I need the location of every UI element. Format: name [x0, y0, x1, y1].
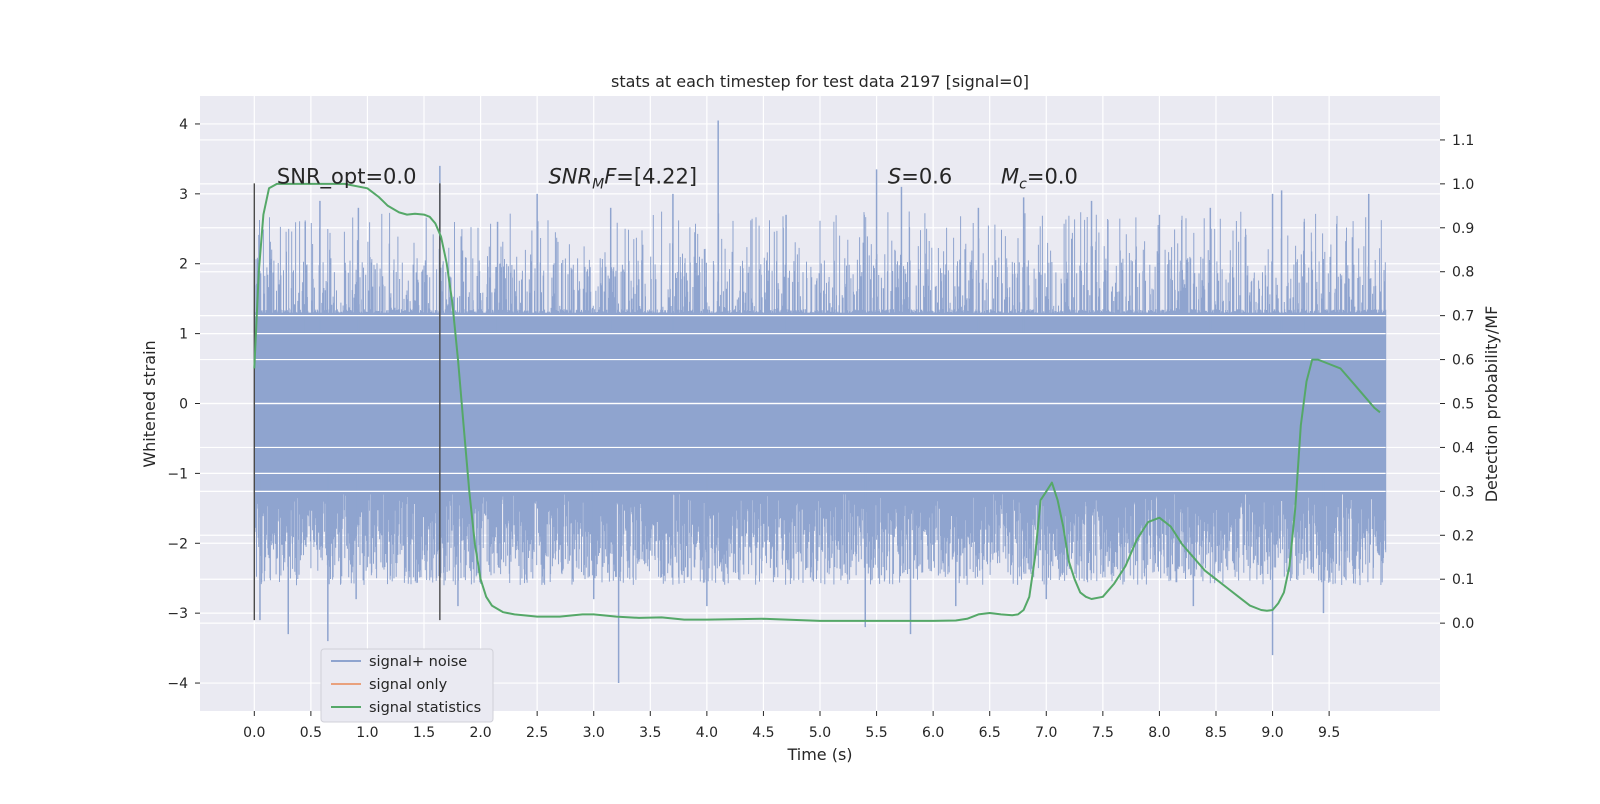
x-tick-label-2: 1.0 — [356, 725, 378, 741]
x-tick-label-8: 4.0 — [696, 725, 718, 741]
y-right-tick-label-7: 0.4 — [1452, 440, 1474, 456]
x-tick-label-17: 8.5 — [1205, 725, 1227, 741]
y-axis-left-label: Whitened strain — [140, 340, 159, 467]
tick-labels: 0.0 0.5 1.0 1.5 2.0 2.5 3.0 3.5 4.0 4.5 5.0 5.5 6.0 6… — [167, 117, 1474, 741]
signal-noise-series — [253, 120, 1387, 684]
x-tick-label-14: 7.0 — [1035, 725, 1057, 741]
x-tick-label-9: 4.5 — [752, 725, 774, 741]
y-left-tick-label-7: −3 — [167, 606, 188, 622]
signal-statistics-line — [253, 182, 1381, 622]
x-tick-label-10: 5.0 — [809, 725, 831, 741]
y-right-tick-label-3: 0.8 — [1452, 265, 1474, 281]
y-right-tick-label-11: 0.0 — [1452, 616, 1474, 632]
x-tick-label-13: 6.5 — [979, 725, 1001, 741]
chart-title: stats at each timestep for test data 219… — [611, 72, 1029, 91]
x-tick-label-4: 2.0 — [469, 725, 491, 741]
vertical-markers — [253, 183, 441, 621]
y-right-tick-label-2: 0.9 — [1452, 221, 1474, 237]
y-left-tick-label-0: 4 — [179, 117, 188, 133]
y-right-tick-label-9: 0.2 — [1452, 528, 1474, 544]
y-left-tick-label-6: −2 — [167, 536, 188, 552]
legend-box — [320, 648, 494, 723]
y-right-tick-label-0: 1.1 — [1452, 133, 1474, 149]
y-right-tick-label-5: 0.6 — [1452, 353, 1474, 369]
annotation-2: S=0.6 — [888, 164, 952, 188]
x-tick-label-3: 1.5 — [413, 725, 435, 741]
legend-label-signal-noise: signal+ noise — [369, 654, 467, 670]
y-right-tick-label-1: 1.0 — [1452, 177, 1474, 193]
y-right-tick-label-10: 0.1 — [1452, 572, 1474, 588]
legend-label-signal-statistics: signal statistics — [369, 700, 481, 716]
x-tick-label-11: 5.5 — [865, 725, 887, 741]
x-tick-label-1: 0.5 — [300, 725, 322, 741]
x-tick-label-12: 6.0 — [922, 725, 944, 741]
x-tick-label-0: 0.0 — [243, 725, 265, 741]
x-tick-label-16: 8.0 — [1148, 725, 1170, 741]
x-tick-label-7: 3.5 — [639, 725, 661, 741]
annotation-1: SNRMF=[4.22] — [548, 164, 697, 192]
x-tick-label-6: 3.0 — [583, 725, 605, 741]
y-right-tick-label-4: 0.7 — [1452, 309, 1474, 325]
y-right-tick-label-6: 0.5 — [1452, 397, 1474, 413]
y-left-tick-label-8: −4 — [167, 676, 188, 692]
x-axis-label: Time (s) — [786, 745, 852, 764]
x-tick-label-19: 9.5 — [1318, 725, 1340, 741]
legend: signal+ noise signal only signal statist… — [320, 648, 494, 723]
y-left-tick-label-4: 0 — [179, 397, 188, 413]
y-left-tick-label-3: 1 — [179, 327, 188, 343]
y-left-tick-label-1: 3 — [179, 187, 188, 203]
y-axis-right-label: Detection probability/MF — [1482, 306, 1501, 503]
annotations: SNR_opt=0.0 SNRMF=[4.22] S=0.6 Mc=0.0 — [277, 164, 1078, 192]
x-tick-label-15: 7.5 — [1092, 725, 1114, 741]
y-right-tick-label-8: 0.3 — [1452, 484, 1474, 500]
x-tick-label-18: 9.0 — [1261, 725, 1283, 741]
legend-label-signal-only: signal only — [369, 677, 448, 693]
annotation-0: SNR_opt=0.0 — [277, 164, 417, 189]
annotation-3: Mc=0.0 — [1001, 164, 1078, 192]
y-left-tick-label-2: 2 — [179, 257, 188, 273]
y-left-tick-label-5: −1 — [167, 466, 188, 482]
x-tick-label-5: 2.5 — [526, 725, 548, 741]
signal-statistics-series — [253, 182, 1381, 622]
